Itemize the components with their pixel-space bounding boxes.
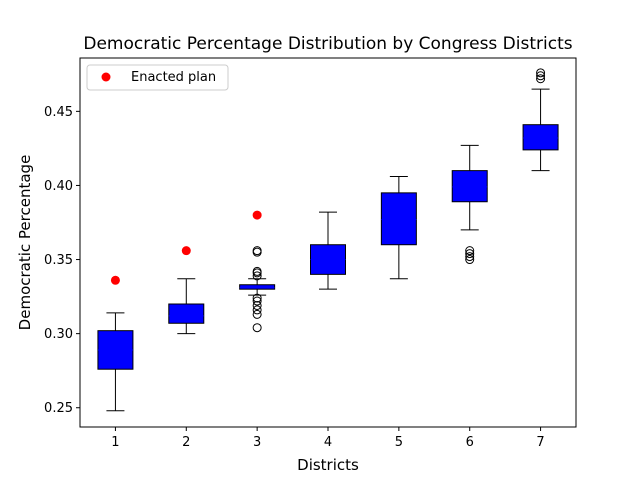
legend-enacted-plan-label: Enacted plan [131,70,216,85]
enacted-plan-point-district-1 [110,275,120,285]
legend-frame [86,64,229,91]
enacted-plan-point-district-2 [181,246,191,256]
y-tick-label-2: 0.35 [44,253,73,268]
x-tick-label-7: 7 [536,435,544,450]
y-axis-label: Democratic Percentage [16,155,34,331]
plot-layer [97,68,559,412]
district-6-outlier-0 [465,255,475,265]
district-6-outlier-2 [465,249,475,259]
x-tick-label-4: 4 [324,435,332,450]
district-2-box [168,303,205,324]
district-3-outlier-10 [252,246,262,256]
district-3-outlier-0 [252,323,262,333]
y-tick-label-0: 0.25 [44,401,73,416]
y-tick-label-4: 0.45 [44,105,73,120]
x-tick-label-5: 5 [395,435,403,450]
x-tick-label-3: 3 [253,435,261,450]
district-7-outlier-2 [536,68,546,78]
legend: Enacted plan [86,64,229,91]
chart-title: Democratic Percentage Distribution by Co… [83,34,572,54]
district-3-outlier-6 [252,271,262,281]
district-3-outlier-1 [252,309,262,319]
y-tick-label-1: 0.30 [44,327,73,342]
district-3-outlier-2 [252,305,262,315]
district-3-outlier-8 [252,266,262,276]
axis-layer: 1 2 3 4 5 6 7 0.25 0.30 0.35 0.40 0.45 [44,105,545,450]
district-3-outlier-3 [252,300,262,310]
district-7-outlier-0 [536,74,546,84]
district-6-box [451,170,488,203]
district-3-outlier-5 [252,293,262,303]
x-axis-label: Districts [297,456,359,474]
legend-enacted-plan-marker [101,72,111,82]
district-3-outlier-4 [252,296,262,306]
district-3-box [239,284,276,290]
x-tick-label-2: 2 [182,435,190,450]
district-6-outlier-1 [465,252,475,262]
district-5-box [380,192,417,246]
district-7-outlier-1 [536,71,546,81]
district-7-box [522,124,559,151]
x-tick-label-1: 1 [111,435,119,450]
x-tick-label-6: 6 [466,435,474,450]
enacted-plan-point-district-3 [252,210,262,220]
district-6-outlier-3 [465,246,475,256]
y-tick-label-3: 0.40 [44,179,73,194]
